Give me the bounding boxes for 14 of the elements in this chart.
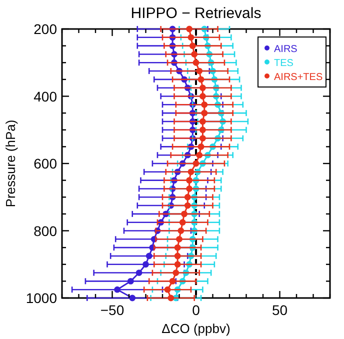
y-tick-label: 200 xyxy=(34,21,58,37)
legend-label: AIRS+TES xyxy=(274,72,323,83)
y-tick-label: 600 xyxy=(34,156,58,172)
chart-title: HIPPO − Retrievals xyxy=(130,5,262,22)
y-tick-label: 400 xyxy=(34,88,58,104)
y-axis-title: Pressure (hPa) xyxy=(3,120,18,208)
y-tick-label: 1000 xyxy=(26,290,58,306)
legend-label: AIRS xyxy=(274,44,298,55)
x-tick-label: −50 xyxy=(100,302,124,318)
x-tick-label: 0 xyxy=(192,302,200,318)
x-axis-title: ΔCO (ppbv) xyxy=(162,321,230,336)
legend-label: TES xyxy=(274,58,294,69)
y-tick-label: 800 xyxy=(34,222,58,239)
x-tick-label: 50 xyxy=(272,302,288,318)
